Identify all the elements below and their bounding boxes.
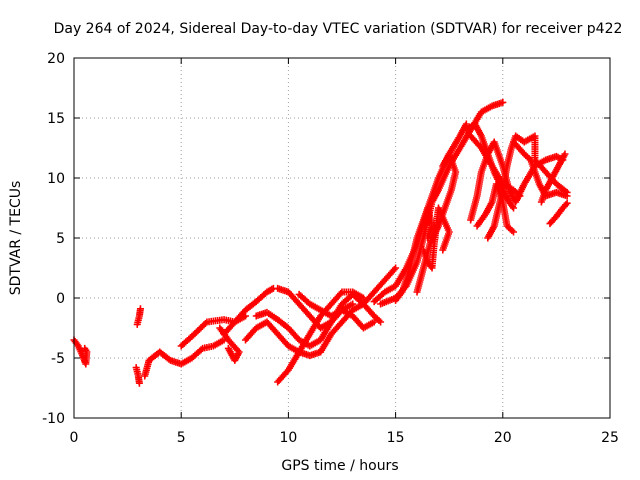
data-point bbox=[561, 150, 569, 158]
data-point bbox=[201, 319, 209, 327]
data-point bbox=[392, 264, 400, 272]
series-trace-6 bbox=[216, 324, 243, 364]
series-trace-7 bbox=[220, 284, 277, 338]
grid-layer bbox=[74, 58, 610, 418]
y-tick-label: 15 bbox=[47, 111, 65, 127]
plot-data-layer bbox=[70, 98, 571, 387]
series-trace-4 bbox=[141, 336, 228, 380]
y-tick-label: 10 bbox=[47, 171, 65, 187]
series-trace-3 bbox=[133, 305, 144, 328]
data-point bbox=[377, 318, 385, 326]
x-tick-label: 10 bbox=[279, 430, 297, 446]
x-tick-label: 20 bbox=[494, 430, 512, 446]
data-point bbox=[563, 192, 571, 200]
axes-layer: 0 5 10 15 20 25 -10 -5 0 5 10 15 20 bbox=[42, 51, 619, 446]
y-tick-label: -10 bbox=[42, 411, 65, 427]
chart-title: Day 264 of 2024, Sidereal Day-to-day VTE… bbox=[54, 21, 623, 37]
data-point bbox=[508, 203, 516, 210]
series-trace-17 bbox=[413, 150, 460, 296]
series-trace-2 bbox=[132, 364, 143, 387]
data-point bbox=[337, 290, 345, 297]
y-axis-label: SDTVAR / TECUs bbox=[8, 181, 24, 296]
y-tick-label: 0 bbox=[56, 291, 65, 307]
data-point bbox=[197, 346, 205, 354]
y-tick-label: 5 bbox=[56, 231, 65, 247]
data-point bbox=[224, 344, 232, 352]
series-trace-23 bbox=[473, 180, 518, 236]
data-point bbox=[135, 379, 143, 387]
series-trace-25 bbox=[546, 199, 571, 228]
series-trace-16 bbox=[392, 204, 436, 304]
y-tick-label: 20 bbox=[47, 51, 65, 67]
series-trace-1 bbox=[70, 336, 91, 368]
x-axis-label: GPS time / hours bbox=[281, 458, 398, 474]
series-trace-15 bbox=[377, 98, 507, 308]
series-trace-8 bbox=[242, 318, 325, 360]
data-point bbox=[349, 300, 357, 308]
data-point bbox=[439, 246, 447, 254]
x-tick-label: 25 bbox=[601, 430, 619, 446]
series-trace-18 bbox=[419, 204, 453, 272]
x-tick-label: 15 bbox=[387, 430, 405, 446]
data-point bbox=[462, 120, 470, 128]
data-point bbox=[499, 98, 507, 106]
series-trace-13 bbox=[317, 264, 400, 356]
data-point bbox=[563, 199, 571, 207]
data-point bbox=[81, 344, 89, 352]
data-point bbox=[510, 228, 518, 236]
x-tick-label: 5 bbox=[177, 430, 186, 446]
x-tick-label: 0 bbox=[70, 430, 79, 446]
data-point bbox=[370, 318, 378, 326]
data-point bbox=[510, 204, 518, 212]
series-trace-26 bbox=[537, 150, 569, 206]
series-trace-24 bbox=[510, 138, 571, 200]
data-point bbox=[439, 162, 447, 170]
data-point bbox=[136, 305, 144, 313]
y-tick-label: -5 bbox=[51, 351, 65, 367]
data-point bbox=[390, 266, 398, 273]
